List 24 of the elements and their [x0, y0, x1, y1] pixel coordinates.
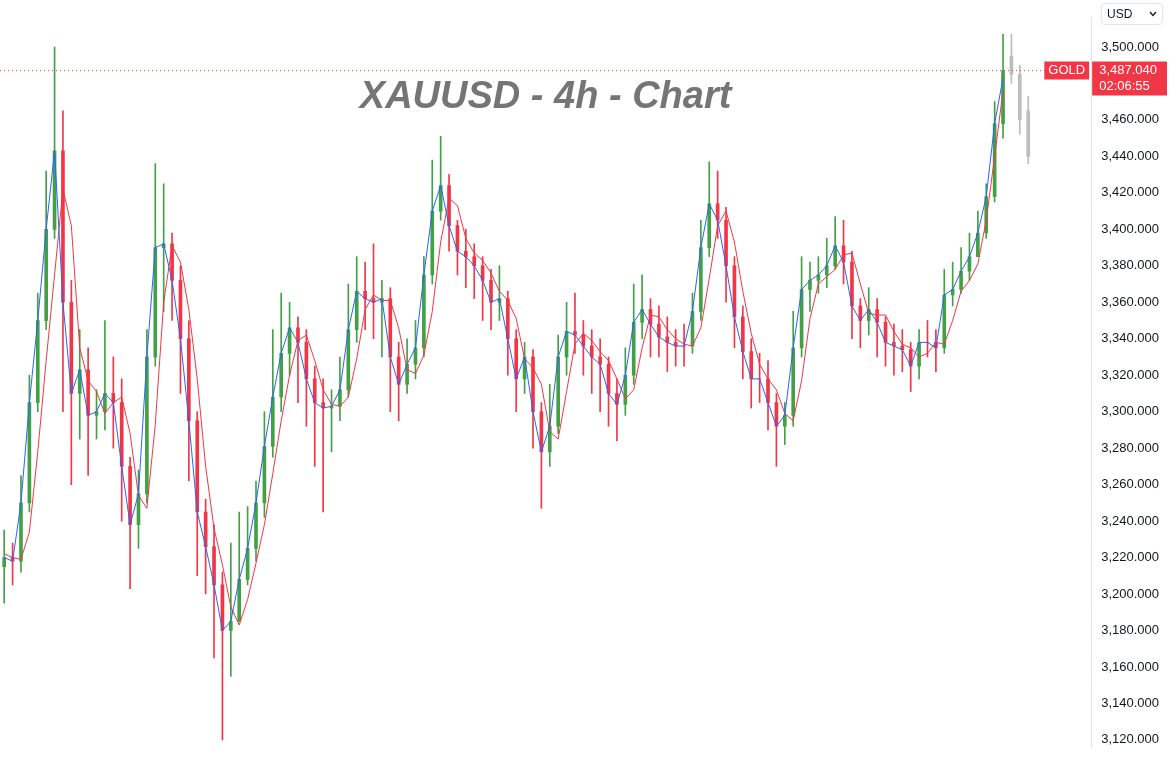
y-tick-label: 3,460.000 [1101, 111, 1160, 127]
text: 02:06:55 [1099, 78, 1150, 94]
y-tick-label: 3,240.000 [1101, 512, 1160, 528]
y-tick-label: 3,340.000 [1101, 330, 1160, 346]
y-tick-label: 3,320.000 [1101, 366, 1160, 382]
y-tick-label: 3,260.000 [1101, 476, 1160, 492]
y-tick-label: 3,120.000 [1101, 731, 1160, 747]
currency-dropdown: USD [1101, 3, 1163, 25]
y-tick-label: 3,360.000 [1101, 293, 1160, 309]
y-tick-label: 3,300.000 [1101, 403, 1160, 419]
y-tick-label: 3,180.000 [1101, 622, 1160, 638]
y-tick-label: 3,200.000 [1101, 585, 1160, 601]
y-tick-label: 3,220.000 [1101, 549, 1160, 565]
y-tick-label: 3,160.000 [1101, 658, 1160, 674]
y-tick-label: 3,400.000 [1101, 220, 1160, 236]
text: 3,487.040 [1099, 62, 1158, 78]
y-tick-label: 3,440.000 [1101, 147, 1160, 163]
y-tick-label: 3,380.000 [1101, 257, 1160, 273]
ref-line-label: GOLD [1048, 62, 1086, 78]
text: XAUUSD - 4h - Chart [357, 74, 733, 117]
y-tick-label: 3,140.000 [1101, 695, 1160, 711]
y-tick-label: 3,280.000 [1101, 439, 1160, 455]
y-tick-label: 3,500.000 [1101, 38, 1160, 54]
y-tick-label: 3,420.000 [1101, 184, 1160, 200]
